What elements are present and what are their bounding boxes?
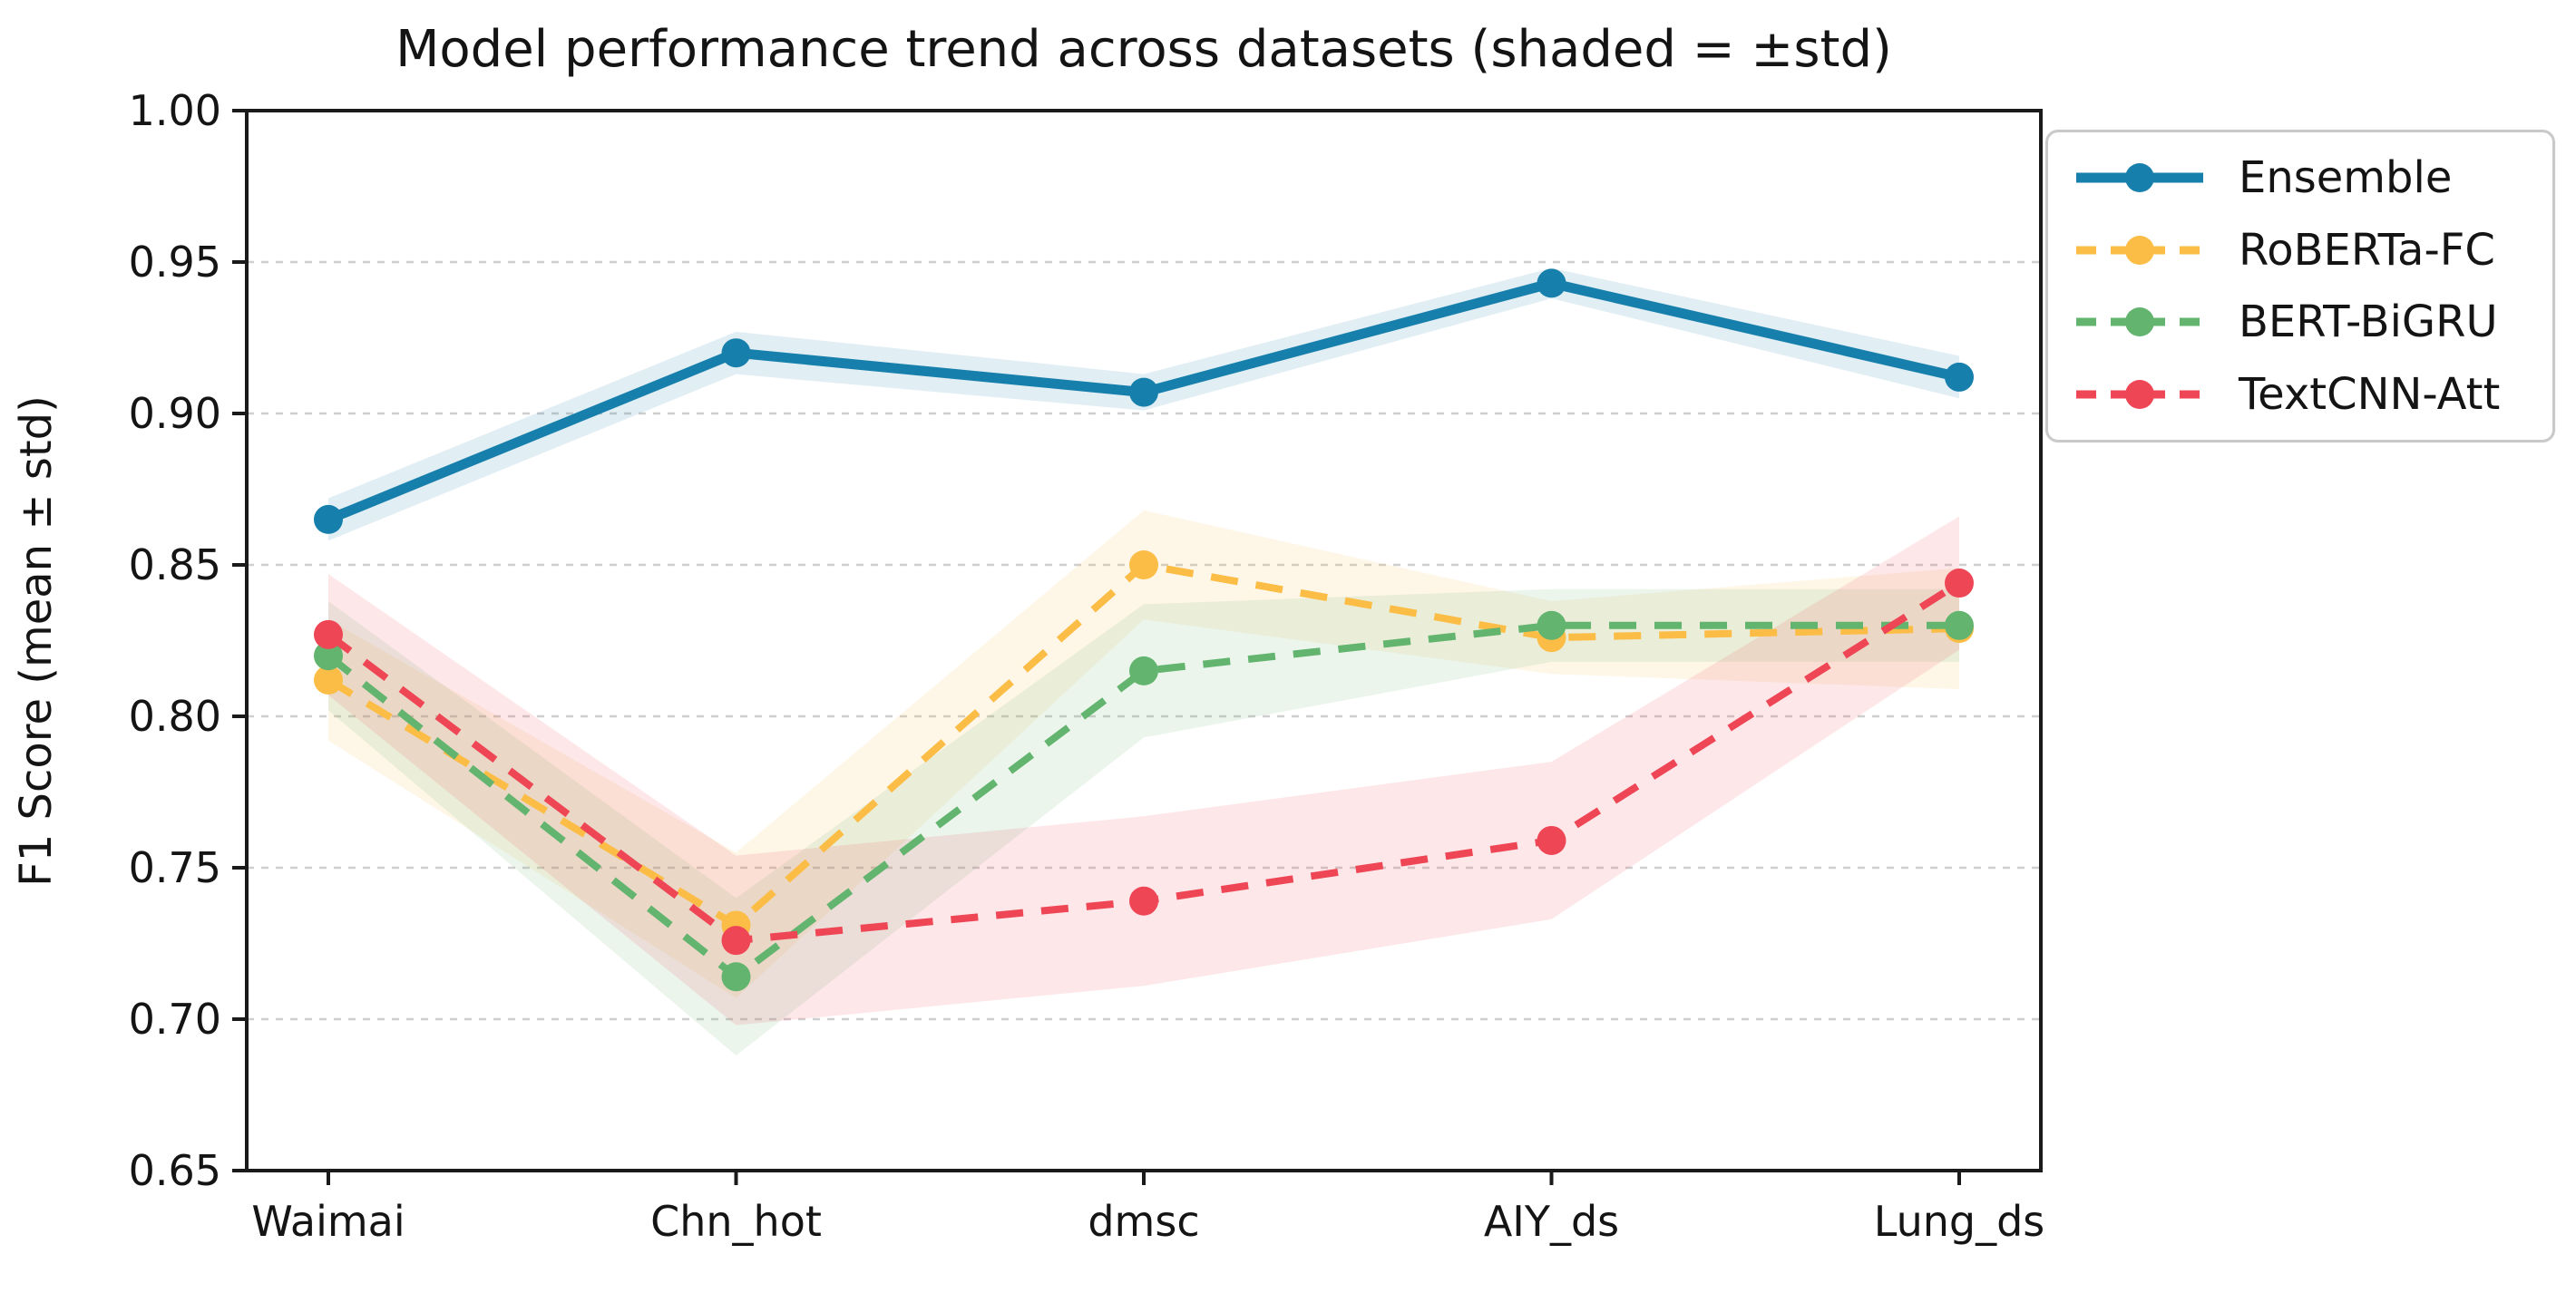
legend-label-roberta-fc: RoBERTa-FC [2239, 224, 2495, 276]
y-tick-label: 0.65 [129, 1146, 221, 1195]
legend-swatch-ensemble-icon [2076, 162, 2203, 192]
data-point-BERT-BiGRU-Lung_ds [1945, 610, 1974, 640]
legend-label-bert-bigru: BERT-BiGRU [2239, 297, 2498, 348]
y-tick-label: 1.00 [129, 86, 221, 135]
legend-item-textcnn-att: TextCNN-Att [2072, 369, 2543, 420]
legend-marker-Ensemble [2125, 162, 2154, 192]
legend-swatch-bert-bigru-icon [2076, 307, 2203, 337]
y-axis-label: F1 Score (mean ± std) [11, 395, 62, 887]
data-point-TextCNN-Att-Lung_ds [1945, 569, 1974, 598]
data-point-RoBERTa-FC-Waimai [314, 665, 343, 695]
chart-title: Model performance trend across datasets … [395, 20, 1892, 79]
y-tick-label: 0.95 [129, 238, 221, 287]
data-point-TextCNN-Att-Waimai [314, 619, 343, 649]
std-band-TextCNN-Att [328, 516, 1959, 1026]
legend-swatch-textcnn-att-icon [2076, 380, 2203, 410]
legend-marker-BERT-BiGRU [2125, 307, 2154, 337]
data-point-RoBERTa-FC-dmsc [1129, 550, 1158, 579]
legend: Ensemble RoBERTa-FC BERT-BiGRU TextCNN-A… [2045, 130, 2555, 442]
legend-item-roberta-fc: RoBERTa-FC [2072, 225, 2543, 276]
data-point-BERT-BiGRU-dmsc [1129, 656, 1158, 685]
legend-swatch-roberta-fc-icon [2076, 235, 2203, 265]
legend-marker-RoBERTa-FC [2125, 235, 2154, 265]
data-point-TextCNN-Att-Chn_hot [721, 926, 751, 956]
legend-marker-TextCNN-Att [2125, 380, 2154, 410]
x-tick-label: dmsc [1088, 1197, 1199, 1246]
data-point-BERT-BiGRU-AIY_ds [1537, 610, 1566, 640]
data-point-Ensemble-Waimai [314, 504, 343, 534]
data-point-BERT-BiGRU-Chn_hot [721, 962, 751, 992]
data-point-Ensemble-Chn_hot [721, 338, 751, 368]
legend-item-ensemble: Ensemble [2072, 152, 2543, 203]
x-tick-label: Waimai [251, 1197, 405, 1246]
data-point-BERT-BiGRU-Waimai [314, 641, 343, 671]
x-tick-label: AIY_ds [1484, 1197, 1619, 1246]
y-tick-label: 0.75 [129, 843, 221, 892]
y-tick-label: 0.90 [129, 389, 221, 438]
data-point-TextCNN-Att-AIY_ds [1537, 825, 1566, 855]
data-point-Ensemble-AIY_ds [1537, 268, 1566, 298]
data-point-TextCNN-Att-dmsc [1129, 886, 1158, 916]
legend-label-ensemble: Ensemble [2239, 151, 2453, 203]
legend-item-bert-bigru: BERT-BiGRU [2072, 297, 2543, 347]
y-tick-label: 0.85 [129, 540, 221, 589]
data-point-Ensemble-dmsc [1129, 377, 1158, 407]
y-tick-label: 0.80 [129, 692, 221, 741]
y-tick-label: 0.70 [129, 995, 221, 1044]
data-point-Ensemble-Lung_ds [1945, 362, 1974, 392]
x-tick-label: Lung_ds [1874, 1197, 2045, 1246]
legend-label-textcnn-att: TextCNN-Att [2239, 369, 2501, 421]
x-tick-label: Chn_hot [650, 1197, 822, 1246]
